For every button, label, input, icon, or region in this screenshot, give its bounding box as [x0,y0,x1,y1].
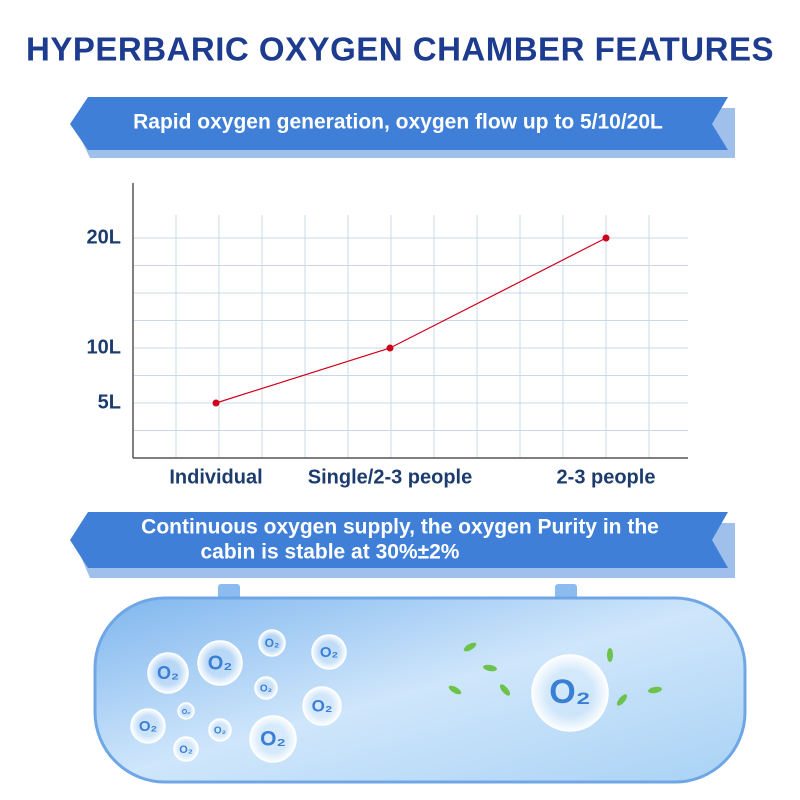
banner [70,512,728,568]
banner-text: Continuous oxygen supply, the oxygen Pur… [141,516,659,539]
bubble [531,654,609,732]
bubble-label: O₂ [260,684,272,695]
bubble [130,708,166,744]
x-tick-label: Single/2-3 people [308,466,472,488]
bubble-label: O₂ [157,663,179,683]
page-title: HYPERBARIC OXYGEN CHAMBER FEATURES [26,31,774,68]
bubble-label: O₂ [214,726,226,737]
data-point [602,234,610,242]
bubble [311,634,347,670]
banner [70,97,728,150]
banner-text: cabin is stable at 30%±2% [201,541,460,564]
bubble-label: O₂ [320,644,338,661]
bubble [302,686,342,726]
leaf [499,684,511,696]
y-tick-label: 20L [87,226,121,248]
y-tick-label: 5L [98,391,121,413]
x-tick-label: Individual [169,466,262,488]
leaf [448,685,462,695]
bubble [249,715,297,763]
bubble [177,702,195,720]
bubble-label: O₂ [182,709,191,716]
bubble-label: O₂ [549,673,591,711]
bubble [197,640,243,686]
bubble-label: O₂ [312,696,333,715]
chart: 5L 10L 20L Individual Single/2-3 people 2-3 p… [87,183,688,488]
bubble-label: O₂ [179,744,193,756]
leaf [607,648,613,662]
banner-text: Rapid oxygen generation, oxygen flow up … [133,111,663,134]
x-tick-label: 2-3 people [557,466,656,488]
leaf [648,686,662,694]
leaf [616,694,628,706]
bubble [208,718,232,742]
bubble-label: O₂ [260,728,286,751]
leaf [463,642,477,652]
bubble [173,736,199,762]
bubble-label: O₂ [265,636,280,650]
bubble-label: O₂ [208,652,232,674]
data-point [386,344,394,352]
leaf [483,664,497,672]
y-tick-label: 10L [87,336,121,358]
bubble [254,676,278,700]
bubble [258,629,286,657]
data-point [212,399,220,407]
bubble [147,652,189,694]
bubbles: O₂ O₂ O₂ O₂ O₂ O₂ O₂ O₂ O₂ O₂ O₂ O₂ [130,629,662,763]
bubble-label: O₂ [139,718,157,735]
